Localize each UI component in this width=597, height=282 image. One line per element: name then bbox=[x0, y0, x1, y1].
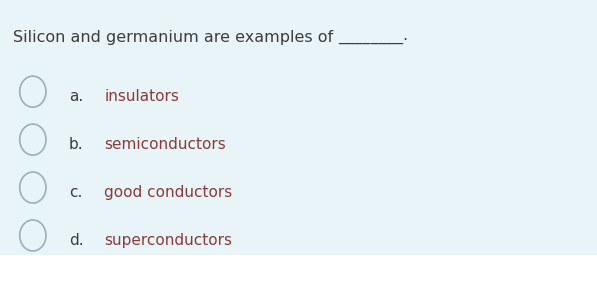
Ellipse shape bbox=[20, 76, 46, 107]
Ellipse shape bbox=[20, 172, 46, 203]
Text: a.: a. bbox=[69, 89, 83, 104]
Text: Silicon and germanium are examples of: Silicon and germanium are examples of bbox=[13, 30, 338, 45]
Text: ________.: ________. bbox=[338, 30, 408, 45]
Bar bbox=[0, 255, 597, 282]
Text: good conductors: good conductors bbox=[104, 185, 233, 200]
Ellipse shape bbox=[20, 220, 46, 251]
Text: superconductors: superconductors bbox=[104, 233, 232, 248]
Text: c.: c. bbox=[69, 185, 82, 200]
Text: insulators: insulators bbox=[104, 89, 179, 104]
Ellipse shape bbox=[20, 124, 46, 155]
Text: semiconductors: semiconductors bbox=[104, 137, 226, 152]
Text: b.: b. bbox=[69, 137, 83, 152]
Text: d.: d. bbox=[69, 233, 83, 248]
